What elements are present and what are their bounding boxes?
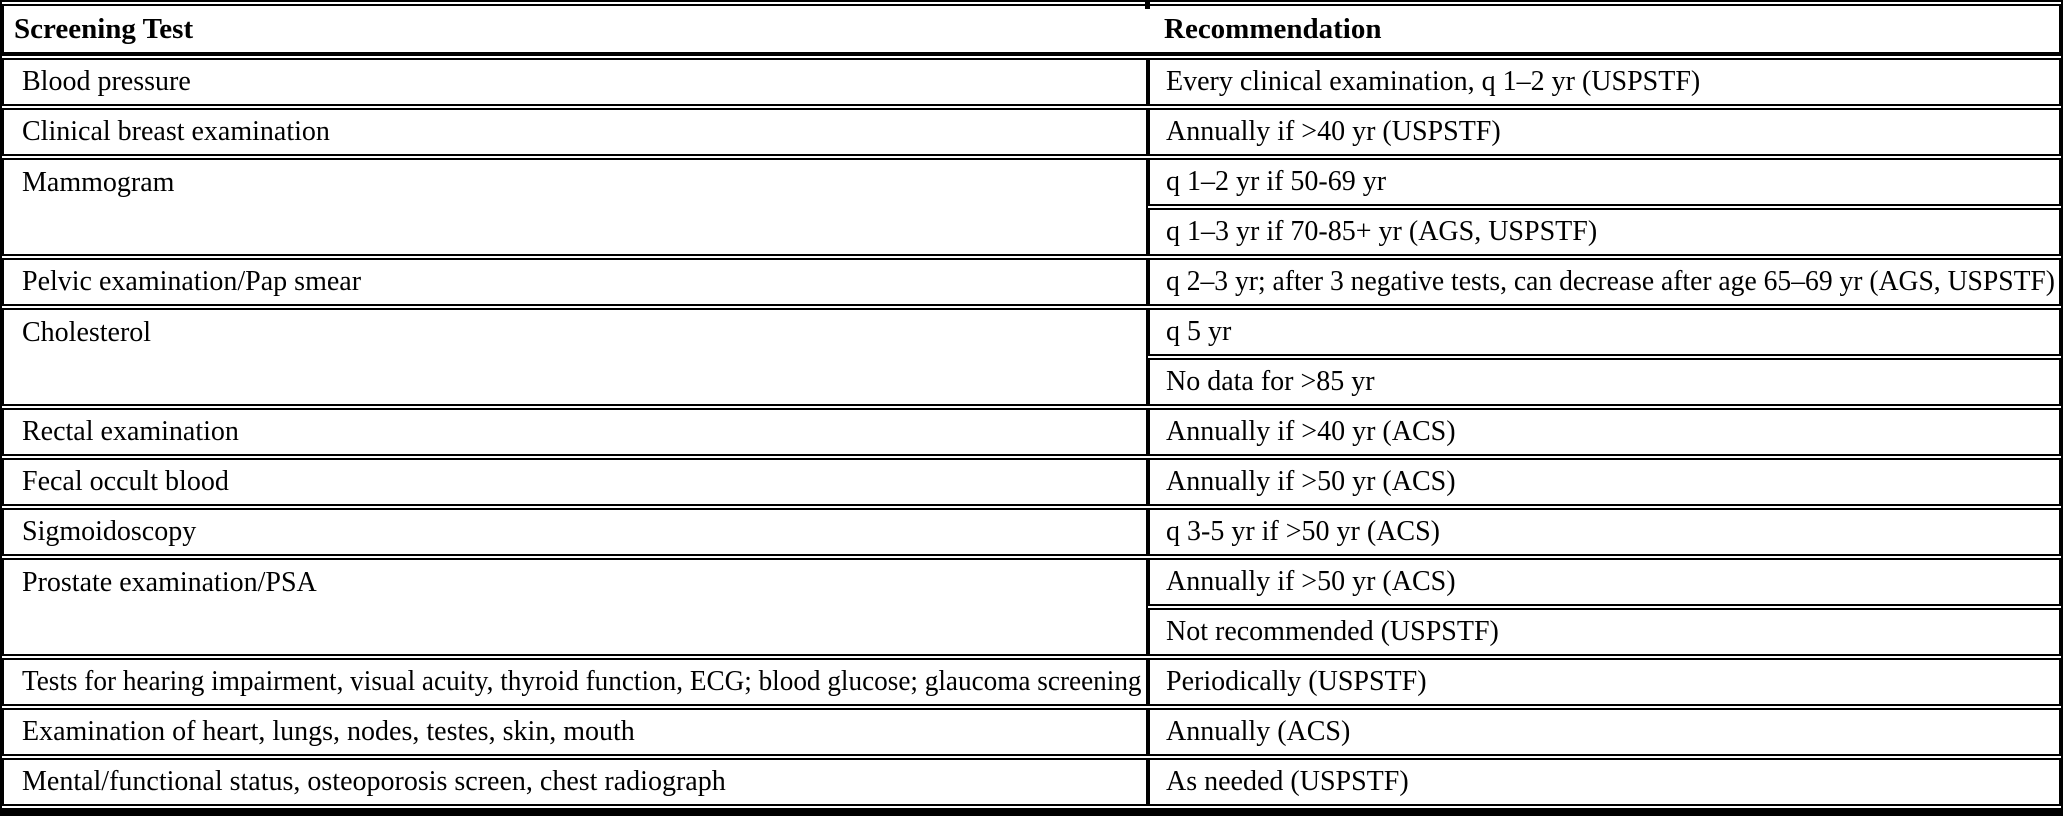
recommendation-cell: Not recommended (USPSTF) (1148, 608, 2061, 656)
table-row: Clinical breast examination Annually if >… (2, 108, 2061, 156)
table-row: Fecal occult blood Annually if >50 yr (AC… (2, 458, 2061, 506)
recommendation-cell: q 2–3 yr; after 3 negative tests, can de… (1148, 258, 2061, 306)
screening-test-text: Fecal occult blood (22, 466, 229, 497)
recommendation-text: No data for >85 yr (1166, 366, 1375, 397)
recommendation-text: Annually (ACS) (1166, 716, 1351, 747)
column-header-recommendation: Recommendation (1148, 4, 2061, 56)
recommendation-text: q 1–2 yr if 50-69 yr (1166, 166, 1387, 197)
screening-test-text: Prostate examination/PSA (22, 567, 317, 598)
recommendation-cell: Periodically (USPSTF) (1148, 658, 2061, 706)
table-row: Cholesterol q 5 yr (2, 308, 2061, 406)
screening-test-text: Cholesterol (22, 317, 152, 348)
screening-test-text: Clinical breast examination (22, 116, 330, 147)
screening-test-cell: Fecal occult blood (2, 458, 1148, 506)
recommendation-cell: q 1–3 yr if 70-85+ yr (AGS, USPSTF) (1148, 208, 2061, 256)
table-row: Pelvic examination/Pap smear q 2–3 yr; af… (2, 258, 2061, 306)
table-row: Sigmoidoscopy q 3-5 yr if >50 yr (ACS) (2, 508, 2061, 556)
recommendation-text: q 1–3 yr if 70-85+ yr (AGS, USPSTF) (1166, 216, 1598, 247)
screening-test-cell: Cholesterol (2, 308, 1148, 406)
recommendation-cell: No data for >85 yr (1148, 358, 2061, 406)
recommendation-text: Annually if >40 yr (ACS) (1166, 416, 1456, 447)
recommendation-text: As needed (USPSTF) (1166, 766, 1409, 797)
screening-test-text: Mammogram (22, 167, 175, 198)
table-row: Rectal examination Annually if >40 yr (AC… (2, 408, 2061, 456)
recommendation-cell: Annually if >50 yr (ACS) (1148, 558, 2061, 606)
recommendation-text: Annually if >40 yr (USPSTF) (1166, 116, 1501, 147)
screening-test-cell: Sigmoidoscopy (2, 508, 1148, 556)
screening-test-cell: Tests for hearing impairment, visual acu… (2, 658, 1148, 706)
screening-test-cell: Blood pressure (2, 58, 1148, 106)
recommendation-cell: Annually if >50 yr (ACS) (1148, 458, 2061, 506)
recommendation-cell: Annually if >40 yr (USPSTF) (1148, 108, 2061, 156)
table-row: Mental/functional status, osteoporosis s… (2, 758, 2061, 806)
recommendation-cell: Every clinical examination, q 1–2 yr (US… (1148, 58, 2061, 106)
screening-test-cell: Mammogram (2, 158, 1148, 256)
recommendation-text: Annually if >50 yr (ACS) (1166, 466, 1456, 497)
recommendation-text: Annually if >50 yr (ACS) (1166, 566, 1456, 597)
table-row: Mammogram q 1–2 yr if 50-69 yr (2, 158, 2061, 256)
column-header-label: Screening Test (14, 12, 194, 45)
table-row: Blood pressure Every clinical examination… (2, 58, 2061, 106)
screening-test-cell: Prostate examination/PSA (2, 558, 1148, 656)
table-row: Examination of heart, lungs, nodes, test… (2, 708, 2061, 756)
screening-test-cell: Clinical breast examination (2, 108, 1148, 156)
recommendation-text: Not recommended (USPSTF) (1166, 616, 1499, 647)
screening-test-text: Rectal examination (22, 416, 239, 447)
recommendation-cell: Annually if >40 yr (ACS) (1148, 408, 2061, 456)
table-row: q 1–3 yr if 70-85+ yr (AGS, USPSTF) (2, 208, 2061, 256)
table-row: Not recommended (USPSTF) (2, 608, 2061, 656)
screening-test-text: Pelvic examination/Pap smear (22, 266, 362, 297)
column-divider-stub (1145, 0, 1150, 9)
table-body: Blood pressure Every clinical examination… (2, 58, 2061, 806)
column-header-screening-test: Screening Test (2, 4, 1148, 56)
screening-test-text: Blood pressure (22, 66, 191, 97)
screening-test-cell: Examination of heart, lungs, nodes, test… (2, 708, 1148, 756)
recommendation-text: q 2–3 yr; after 3 negative tests, can de… (1166, 266, 2055, 297)
recommendation-text: q 3-5 yr if >50 yr (ACS) (1166, 516, 1440, 547)
column-header-label: Recommendation (1164, 12, 1382, 45)
table-row: Prostate examination/PSA Annually if >50 … (2, 558, 2061, 656)
screening-test-text: Mental/functional status, osteoporosis s… (22, 766, 726, 797)
screening-test-cell: Pelvic examination/Pap smear (2, 258, 1148, 306)
recommendation-text: q 5 yr (1166, 316, 1232, 347)
recommendation-cell: As needed (USPSTF) (1148, 758, 2061, 806)
recommendation-text: Periodically (USPSTF) (1166, 666, 1427, 697)
recommendation-cell: Annually (ACS) (1148, 708, 2061, 756)
recommendation-cell: q 1–2 yr if 50-69 yr (1148, 158, 2061, 206)
recommendation-text: Every clinical examination, q 1–2 yr (US… (1166, 66, 1701, 97)
table-row: No data for >85 yr (2, 358, 2061, 406)
screening-test-cell: Rectal examination (2, 408, 1148, 456)
screening-test-text: Tests for hearing impairment, visual acu… (22, 666, 1142, 697)
table-row: Tests for hearing impairment, visual acu… (2, 658, 2061, 706)
screening-test-text: Examination of heart, lungs, nodes, test… (22, 716, 635, 747)
header-row: Screening Test Recommendation (2, 4, 2061, 56)
screening-test-cell: Mental/functional status, osteoporosis s… (2, 758, 1148, 806)
recommendation-cell: q 3-5 yr if >50 yr (ACS) (1148, 508, 2061, 556)
screening-test-text: Sigmoidoscopy (22, 516, 197, 547)
recommendation-cell: q 5 yr (1148, 308, 2061, 356)
